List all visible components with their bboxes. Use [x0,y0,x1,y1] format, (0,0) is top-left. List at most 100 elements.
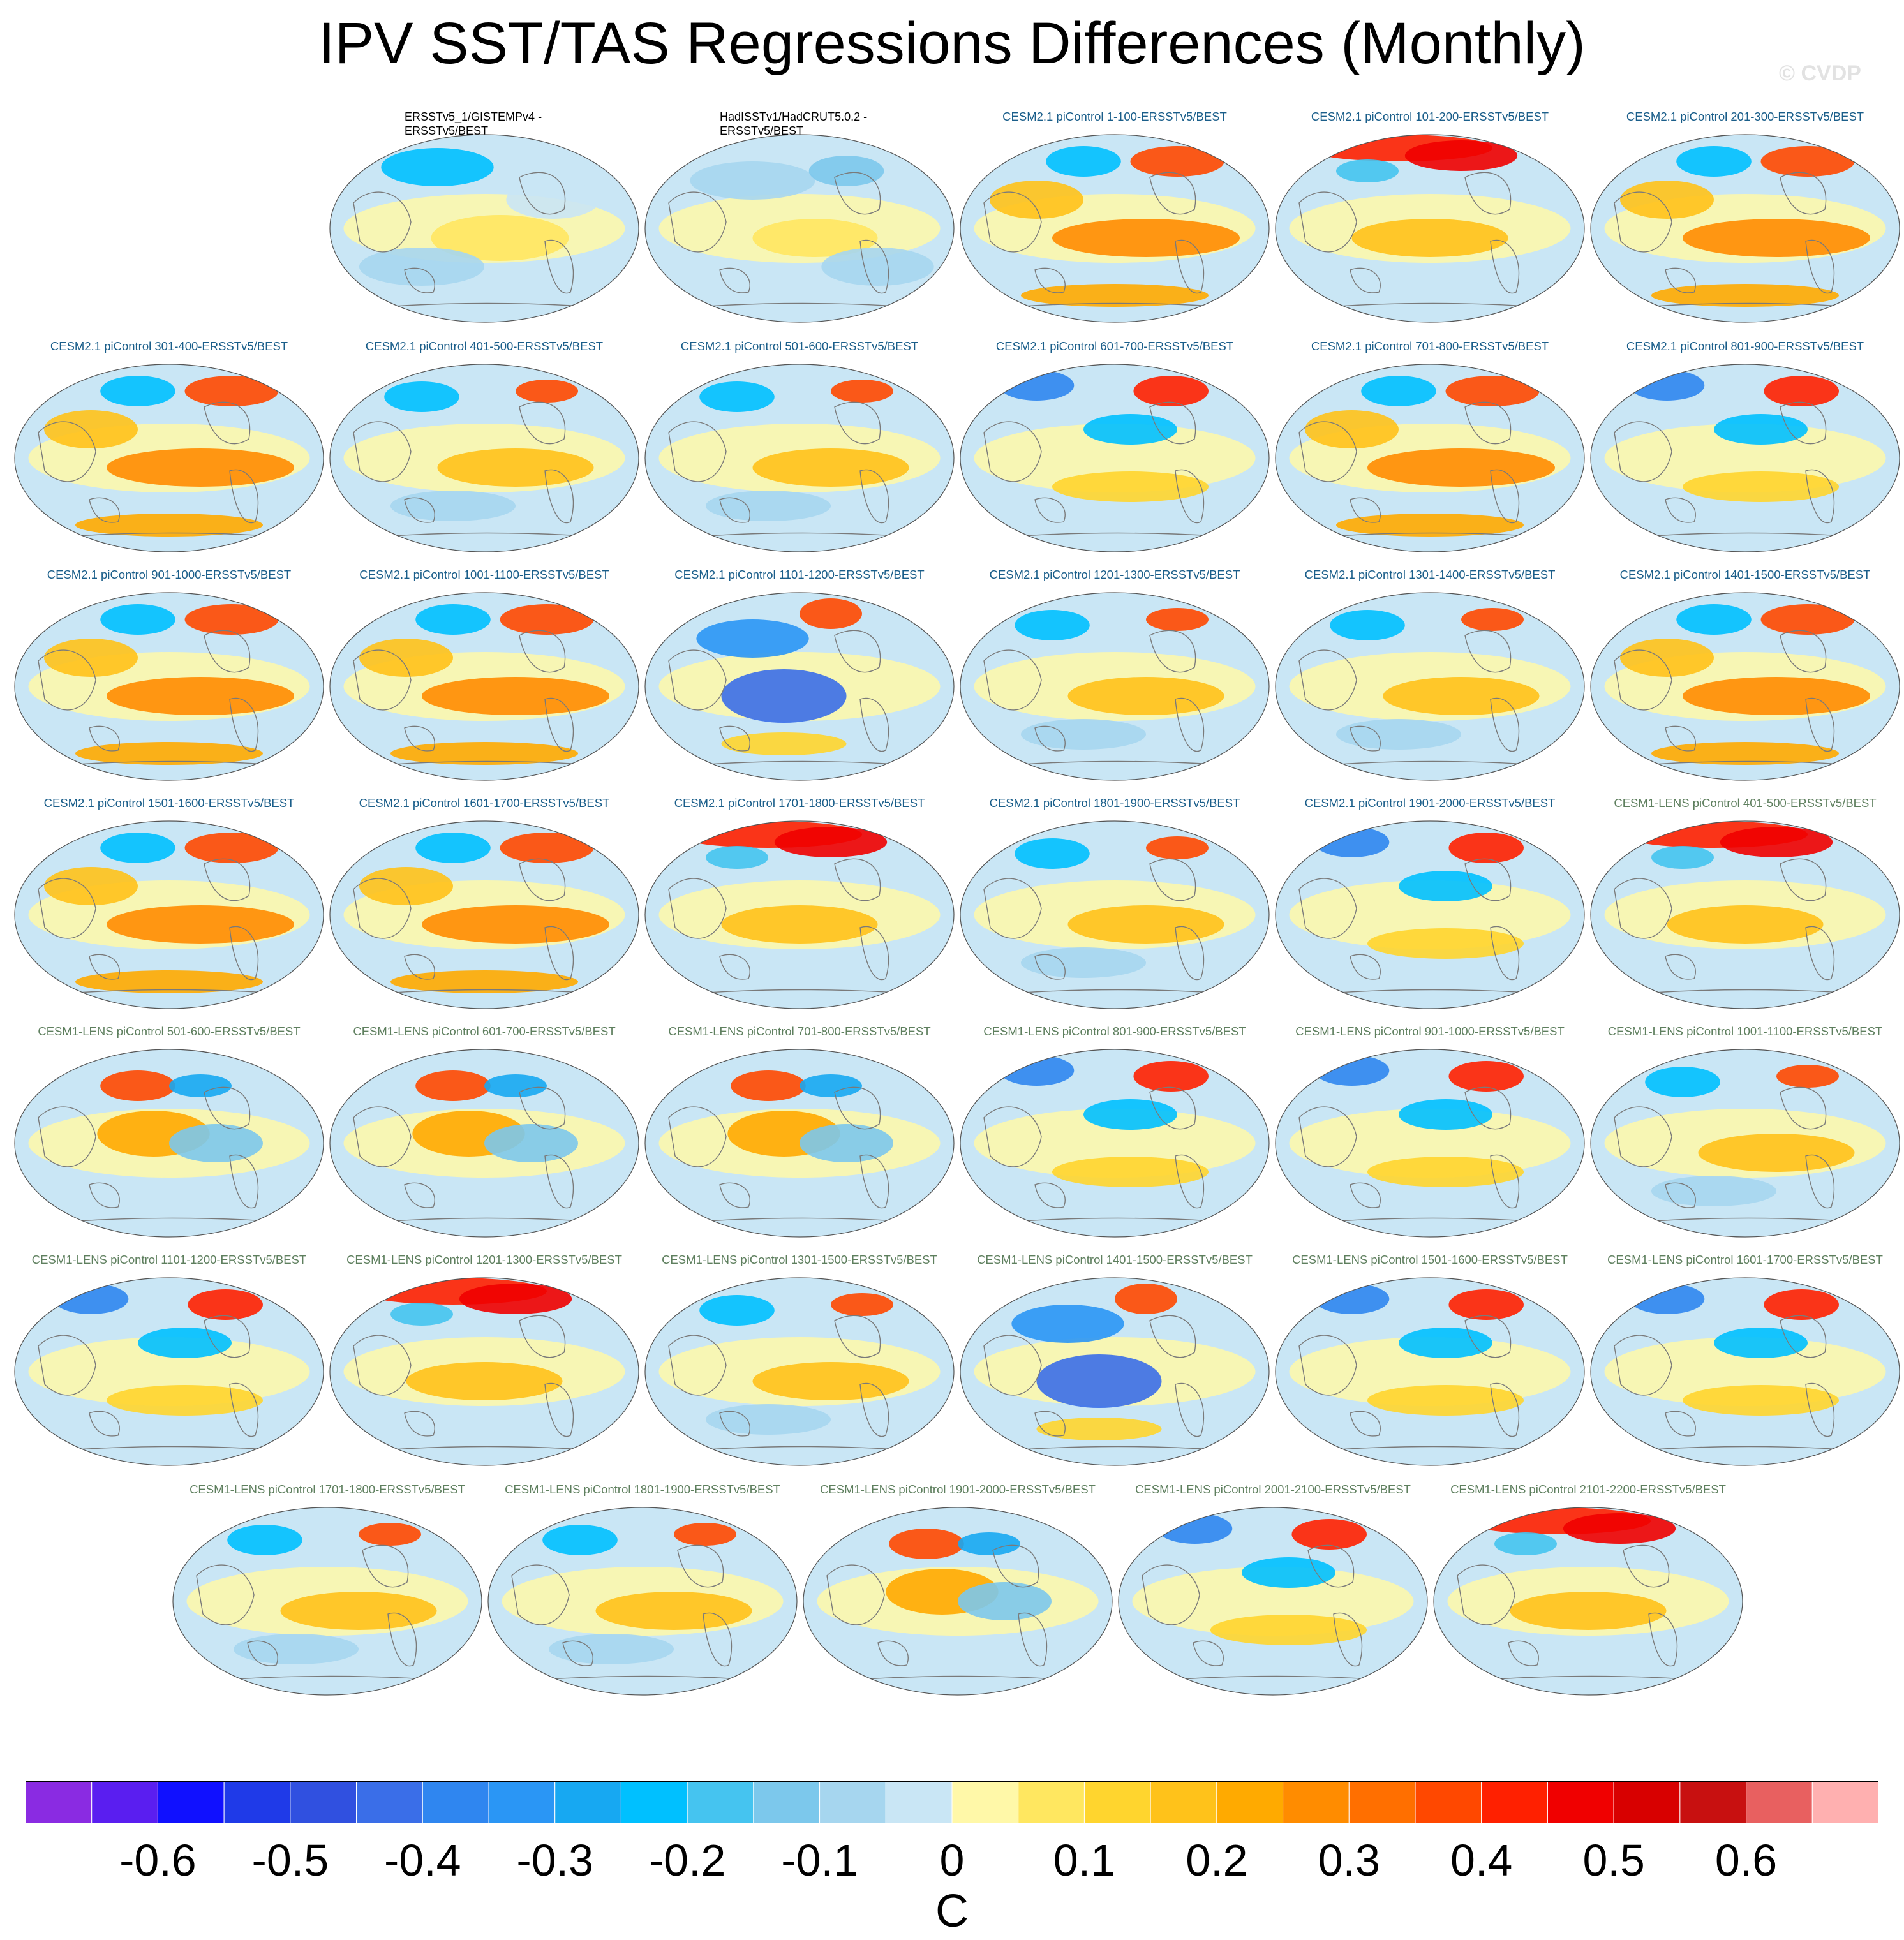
anomaly-region [390,1303,453,1326]
map-panel: CESM2.1 piControl 801-900-ERSSTv5/BEST [1589,339,1901,556]
coastline [1614,1106,1672,1167]
map-border [329,592,639,781]
anomaly-region [1399,871,1492,901]
panel-title: CESM1-LENS piControl 701-800-ERSSTv5/BES… [668,1025,931,1038]
anomaly-region [1036,1418,1162,1440]
map-border [172,1507,482,1696]
coastline [562,1640,593,1666]
coastline [1034,725,1066,752]
anomaly-region [999,370,1075,401]
anomaly-region [721,732,847,755]
anomaly-region [100,604,175,635]
anomaly-region [422,677,609,715]
map-border [644,820,955,1009]
colorbar-units-label: C [935,1886,969,1937]
anomaly-region [1021,947,1146,978]
coastline [204,1086,251,1130]
coastline [1034,1411,1066,1437]
panel-title: CESM2.1 piControl 1201-1300-ERSSTv5/BEST [989,568,1240,581]
map-panel: CESM2.1 piControl 1801-1900-ERSSTv5/BEST [958,796,1271,1013]
coastline [859,1382,889,1437]
anomaly-region [1651,742,1839,765]
coastline [1175,926,1205,981]
global-map [644,592,955,781]
panel-title: CESM2.1 piControl 901-1000-ERSSTv5/BEST [47,568,292,581]
coastline [1193,1640,1224,1666]
anomaly-region [1404,140,1518,171]
anomaly-region [595,1592,752,1630]
coastline [353,1106,412,1167]
coastline [89,725,120,752]
colorbar-swatch [26,1781,93,1824]
coastline [668,878,727,939]
anomaly-region [1448,1061,1524,1092]
coastline [404,725,435,752]
anomaly-region [422,905,609,944]
anomaly-region [384,381,459,412]
panel-title: CESM2.1 piControl 1901-2000-ERSSTv5/BEST [1304,796,1556,810]
coastline [544,926,574,981]
coastline [196,1564,255,1625]
coastline [1805,239,1835,294]
global-map [14,592,324,781]
colorbar-swatch [356,1781,423,1824]
anomaly-region [1667,905,1824,944]
anomaly-region [431,215,569,261]
global-map [644,1049,955,1238]
colorbar-swatch [951,1781,1019,1824]
coastline [1175,1382,1205,1437]
global-map [1590,1277,1900,1466]
coastline [1350,1182,1381,1208]
coastline [519,401,566,445]
global-map [329,592,639,781]
anomaly-region [1146,608,1209,631]
anomaly-region [390,742,578,765]
coastline [1464,858,1512,901]
coastline [1018,1612,1048,1667]
coastline [859,239,889,294]
anomaly-region [1629,370,1705,401]
anomaly-region [1764,376,1839,406]
anomaly-region [1133,376,1209,406]
coastline [519,858,566,901]
panel-title: CESM2.1 piControl 801-900-ERSSTv5/BEST [1626,339,1864,353]
panel-title: CESM2.1 piControl 301-400-ERSSTv5/BEST [50,339,288,353]
map-panel: CESM1-LENS piControl 1501-1600-ERSSTv5/B… [1274,1253,1586,1470]
anomaly-region [800,598,862,629]
anomaly-region [1021,284,1209,307]
panel-title: CESM1-LENS piControl 801-900-ERSSTv5/BES… [983,1025,1246,1038]
anomaly-region [1399,1328,1492,1358]
anomaly-region [359,248,484,286]
panel-title: CESM2.1 piControl 1101-1200-ERSSTv5/BEST [674,568,925,581]
anomaly-region [1367,448,1555,487]
anomaly-region [75,970,263,993]
anomaly-region [227,1525,302,1555]
anomaly-region [706,846,768,869]
anomaly-region [1314,1055,1390,1086]
coastline [353,1335,412,1396]
anomaly-region [1604,424,1886,492]
coastline [1298,1106,1357,1167]
coastline [668,1335,727,1396]
global-map [329,820,639,1009]
map-border [960,1049,1270,1238]
anomaly-region [974,1109,1256,1178]
anomaly-region [28,1337,310,1406]
anomaly-region [706,1404,831,1435]
anomaly-region [1448,833,1524,863]
coastline [404,954,435,980]
map-border [1590,1277,1900,1466]
anomaly-region [1760,604,1855,635]
coastline [677,1544,724,1588]
coastline [1175,469,1205,524]
colorbar-swatch [422,1781,489,1824]
panel-title: CESM2.1 piControl 1401-1500-ERSSTv5/BEST [1619,568,1871,581]
coastline [229,926,259,981]
coastline [1490,469,1520,524]
anomaly-region [690,161,815,200]
anomaly-region [1510,1592,1667,1630]
anomaly-region [549,1634,674,1664]
coastline [204,401,251,445]
anomaly-region [415,1070,491,1101]
coastline [404,497,435,523]
